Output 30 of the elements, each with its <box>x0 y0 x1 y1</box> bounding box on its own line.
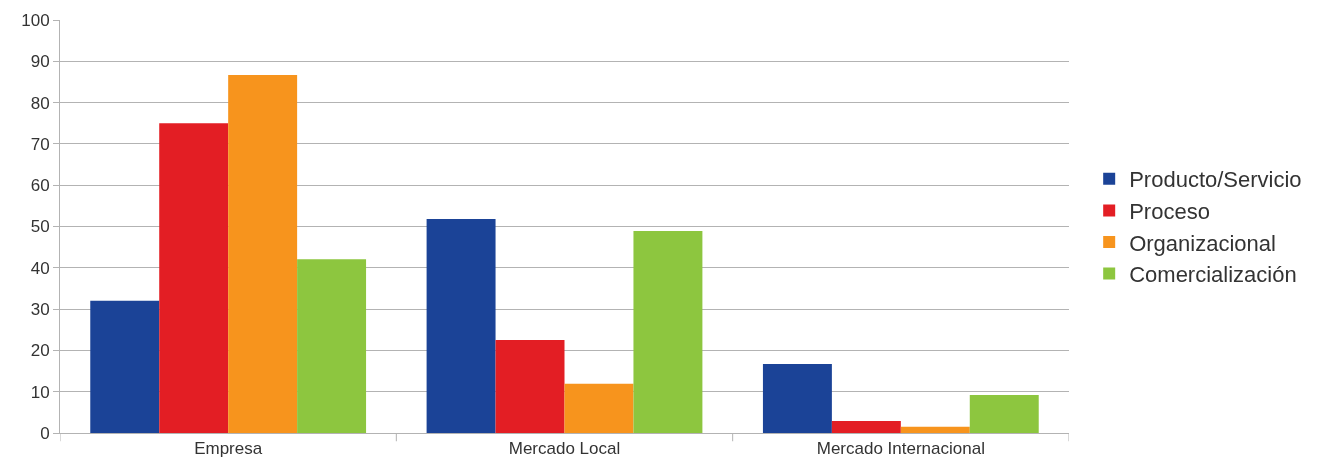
bar <box>831 421 901 433</box>
bar <box>900 426 970 433</box>
x-tick-label: Mercado Local <box>508 439 621 459</box>
legend-label: Organizacional <box>1129 230 1276 256</box>
y-tick-label: 10 <box>30 382 50 402</box>
y-tick-label: 20 <box>30 341 50 361</box>
y-tick-label: 40 <box>30 258 50 278</box>
y-tick-label: 60 <box>30 176 50 196</box>
legend-label: Comercialización <box>1129 262 1297 288</box>
x-tick-label: Mercado Internacional <box>816 439 985 459</box>
y-tick-label: 0 <box>40 423 50 443</box>
y-tick-label: 80 <box>30 93 50 113</box>
bar <box>495 340 565 433</box>
y-tick-label: 100 <box>21 10 50 30</box>
bar <box>159 123 229 433</box>
y-tick-label: 50 <box>30 217 50 237</box>
bar <box>564 383 634 433</box>
bar <box>426 219 496 433</box>
bar <box>228 74 298 433</box>
bar <box>90 300 160 433</box>
y-tick-label: 90 <box>30 52 50 72</box>
bar <box>297 259 367 433</box>
legend-label: Proceso <box>1129 198 1210 224</box>
bar <box>762 364 832 433</box>
x-tick-label: Empresa <box>194 439 263 459</box>
y-tick-label: 70 <box>30 134 50 154</box>
bar <box>633 231 703 433</box>
legend-label: Producto/Servicio <box>1129 167 1302 193</box>
y-tick-label: 30 <box>30 300 50 320</box>
bar <box>969 395 1039 433</box>
